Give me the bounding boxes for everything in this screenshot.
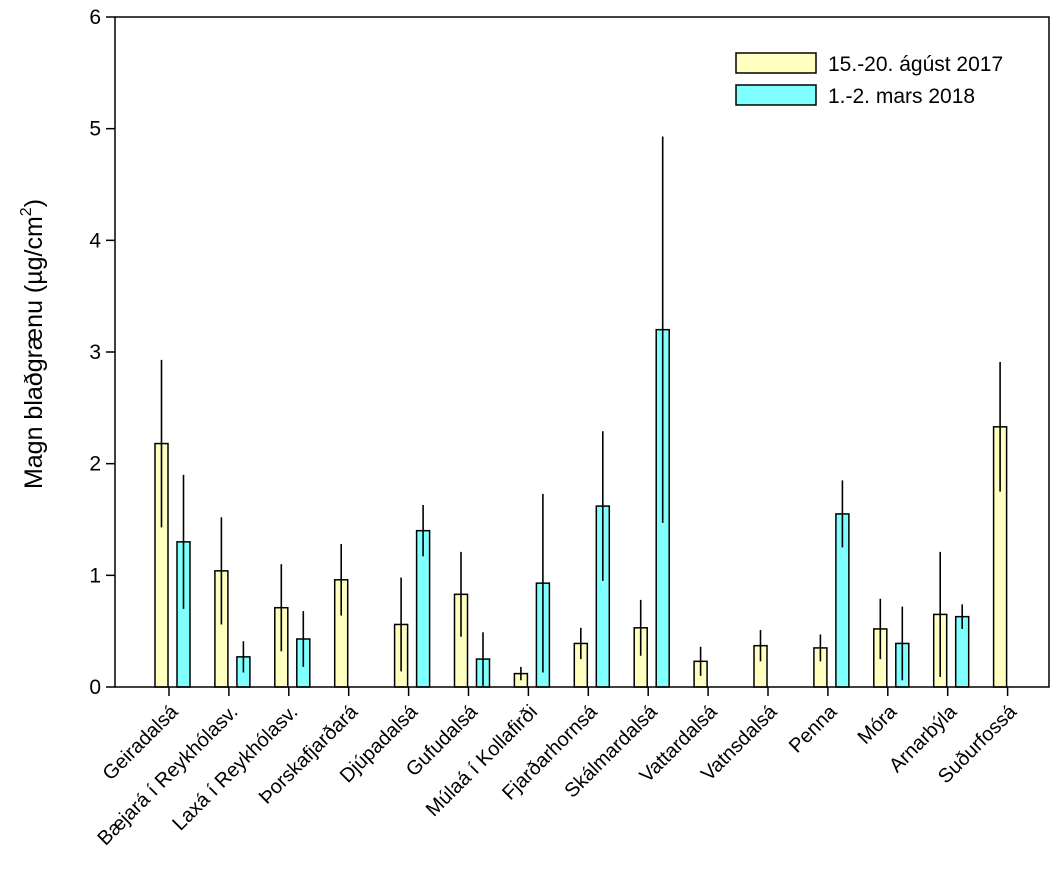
legend: 15.-20. ágúst 2017 1.-2. mars 2018 <box>735 52 1003 108</box>
x-category-label: Penna <box>785 700 842 757</box>
legend-swatch-1 <box>735 52 817 74</box>
y-axis-title-superscript: 2 <box>18 207 35 216</box>
x-category-label: Múlaá í Kollafirði <box>422 701 542 821</box>
x-category-label: Móra <box>854 700 902 748</box>
y-tick-label: 0 <box>89 676 101 699</box>
y-tick-label: 6 <box>89 6 101 29</box>
y-tick-label: 1 <box>89 564 101 587</box>
legend-label-2: 1.-2. mars 2018 <box>828 85 975 108</box>
legend-swatch-2 <box>735 84 817 106</box>
y-tick-label: 2 <box>89 453 101 476</box>
plot-frame <box>114 16 1050 688</box>
error-bars-layer <box>160 136 1001 686</box>
y-axis-title-suffix: ) <box>20 199 48 207</box>
y-axis-title: Magn blaðgrænu (µg/cm2) <box>18 199 48 489</box>
axes <box>106 16 1050 696</box>
y-tick-labels: 0 1 2 3 4 5 6 <box>89 6 101 699</box>
legend-label-1: 15.-20. ágúst 2017 <box>828 53 1003 76</box>
y-axis-title-main: Magn blaðgrænu (µg/cm <box>20 216 48 489</box>
y-tick-label: 4 <box>89 229 101 252</box>
y-tick-label: 5 <box>89 118 101 141</box>
y-tick-label: 3 <box>89 341 101 364</box>
